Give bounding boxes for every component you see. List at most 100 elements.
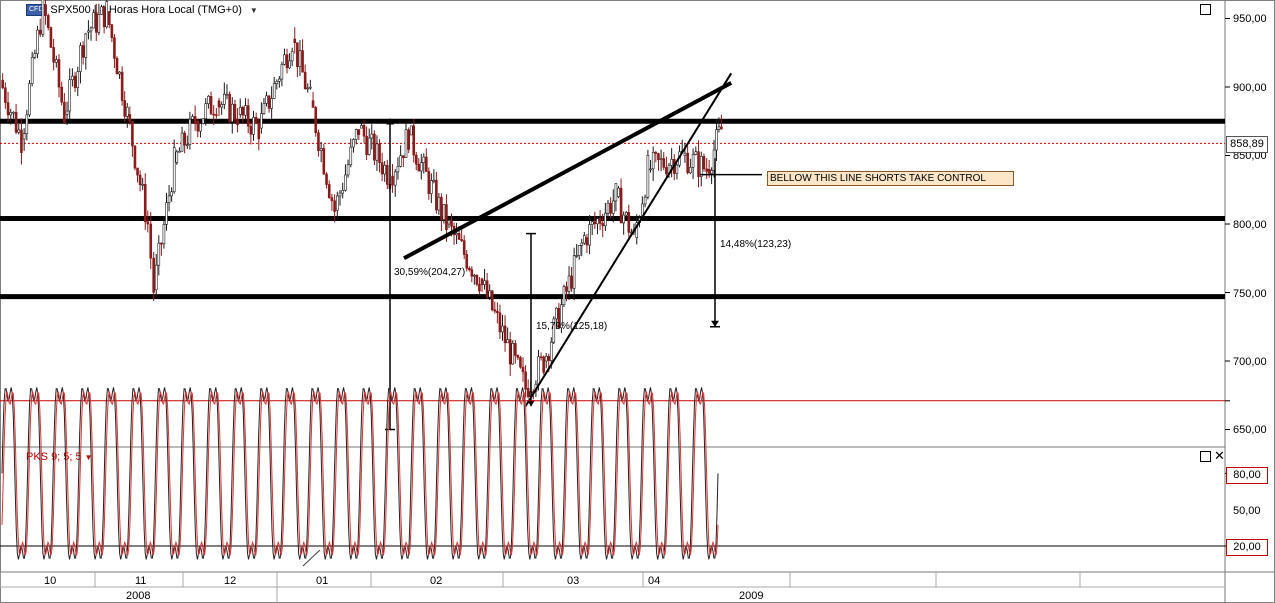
chart-title-bar: CFD SPX500 | 4 Horas Hora Local (TMG+0) …: [26, 3, 258, 17]
candle-body: [549, 341, 553, 361]
candle-body: [100, 6, 103, 15]
candle-body: [455, 233, 458, 236]
candle-body: [430, 180, 433, 194]
measure-label: 14,48%(123,23): [720, 239, 792, 250]
candle-body: [249, 125, 253, 135]
candle-body: [511, 343, 515, 365]
candle-body: [391, 175, 394, 186]
candle-body: [485, 280, 489, 298]
candle-body: [60, 86, 63, 103]
candle-body: [354, 129, 358, 140]
candle-body: [373, 133, 376, 161]
candle-body: [285, 54, 289, 69]
candle-body: [280, 64, 284, 80]
candle-body: [63, 101, 66, 123]
candle-body: [180, 132, 184, 152]
candle-body: [375, 143, 379, 161]
candle-body: [691, 154, 695, 168]
candle-body: [228, 93, 231, 123]
osc-axis-tick: 50,00: [1233, 505, 1261, 517]
candle-body: [133, 145, 137, 169]
candle-body: [547, 356, 551, 361]
candle-body: [360, 125, 363, 129]
measure-arrow-up-head: [386, 118, 394, 125]
candle-body: [493, 309, 497, 312]
candle-body: [344, 174, 347, 191]
candle-body: [241, 107, 245, 116]
candle-body: [707, 168, 711, 174]
chevron-down-icon[interactable]: ▼: [249, 5, 258, 15]
candle-body: [298, 50, 302, 67]
osc-series-line: [1, 391, 719, 556]
candle-body: [270, 98, 273, 109]
candle-body: [333, 200, 336, 212]
candle-body: [442, 204, 446, 220]
candle-body: [215, 114, 218, 116]
candle-body: [720, 126, 723, 130]
candle-body: [322, 148, 326, 175]
candle-body: [609, 202, 612, 214]
candle-body: [694, 151, 698, 155]
candle-body: [427, 171, 431, 194]
candle-body: [675, 164, 679, 174]
candle-body: [257, 122, 261, 140]
candle-body: [283, 54, 286, 65]
candle-body: [125, 106, 129, 117]
candle-body: [199, 123, 202, 132]
candle-body: [697, 151, 700, 177]
candle-body: [544, 356, 548, 362]
candle-body: [209, 96, 213, 115]
candle-body: [557, 307, 561, 329]
candle-body: [30, 56, 34, 84]
chevron-down-icon[interactable]: ▼: [84, 452, 93, 462]
candle-body: [1, 79, 4, 89]
candle-body: [715, 129, 718, 151]
candle-body: [217, 100, 221, 108]
candle-body: [55, 59, 58, 63]
candle-body: [503, 325, 507, 344]
candle-body: [585, 237, 589, 246]
candle-body: [165, 202, 168, 225]
candle-body: [662, 158, 666, 168]
candle-body: [71, 75, 74, 81]
candle-body: [627, 212, 631, 233]
candle-body: [514, 343, 517, 356]
candle-body: [635, 222, 639, 238]
candle-body: [314, 107, 318, 134]
candle-body: [665, 167, 668, 175]
candle-body: [275, 80, 279, 84]
candle-body: [516, 355, 520, 358]
candle-body: [611, 200, 615, 214]
candle-body: [301, 50, 304, 73]
candle-body: [254, 117, 258, 124]
maximize-icon[interactable]: [1200, 4, 1211, 15]
candle-body: [440, 196, 443, 220]
candle-body: [44, 4, 47, 16]
candle-body: [498, 312, 502, 333]
candle-body: [465, 254, 469, 269]
price-axis-tick: 900,00: [1233, 82, 1267, 94]
annotation-box[interactable]: BELLOW THIS LINE SHORTS TAKE CONTROL: [767, 171, 1014, 186]
candle-body: [524, 371, 527, 390]
candle-body: [519, 357, 522, 368]
price-axis-tick: 800,00: [1233, 219, 1267, 231]
candle-body: [651, 152, 655, 170]
candle-body: [162, 224, 166, 245]
maximize-indicator-icon[interactable]: [1200, 451, 1211, 462]
time-axis-month: 03: [567, 575, 580, 587]
candle-body: [552, 318, 556, 343]
close-indicator-icon[interactable]: ✕: [1214, 448, 1225, 463]
candle-body: [577, 245, 581, 256]
candle-body: [207, 96, 210, 104]
candle-body: [14, 111, 18, 133]
candle-body: [118, 71, 121, 75]
candle-body: [475, 274, 479, 285]
time-axis-month: 02: [430, 575, 443, 587]
candle-body: [409, 125, 413, 136]
candle-body: [233, 103, 237, 120]
candle-body: [412, 125, 416, 156]
time-axis-year: 2009: [739, 590, 764, 602]
candle-body: [25, 114, 29, 135]
candle-body: [606, 202, 610, 214]
